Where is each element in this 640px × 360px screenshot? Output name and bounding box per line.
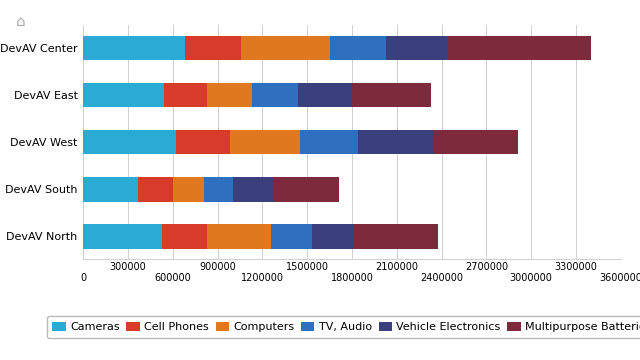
Bar: [271, 224, 312, 248]
Bar: [358, 130, 434, 154]
Bar: [83, 130, 176, 154]
Bar: [275, 177, 339, 202]
Bar: [241, 36, 330, 60]
Bar: [207, 83, 252, 107]
Bar: [330, 36, 387, 60]
Bar: [185, 36, 241, 60]
Bar: [298, 83, 352, 107]
Bar: [176, 130, 230, 154]
Bar: [233, 177, 275, 202]
Bar: [163, 224, 207, 248]
Bar: [173, 177, 204, 202]
Bar: [164, 83, 207, 107]
Bar: [352, 83, 431, 107]
Bar: [138, 177, 173, 202]
Bar: [447, 36, 591, 60]
Bar: [204, 177, 233, 202]
Bar: [83, 224, 163, 248]
Bar: [387, 36, 447, 60]
Bar: [230, 130, 300, 154]
Bar: [207, 224, 271, 248]
Bar: [300, 130, 358, 154]
Bar: [353, 224, 438, 248]
Bar: [312, 224, 353, 248]
Bar: [434, 130, 518, 154]
Bar: [83, 36, 185, 60]
Bar: [83, 83, 164, 107]
Bar: [83, 177, 138, 202]
Legend: Cameras, Cell Phones, Computers, TV, Audio, Vehicle Electronics, Multipurpose Ba: Cameras, Cell Phones, Computers, TV, Aud…: [47, 316, 640, 338]
Bar: [252, 83, 298, 107]
Text: ⌂: ⌂: [16, 14, 26, 30]
